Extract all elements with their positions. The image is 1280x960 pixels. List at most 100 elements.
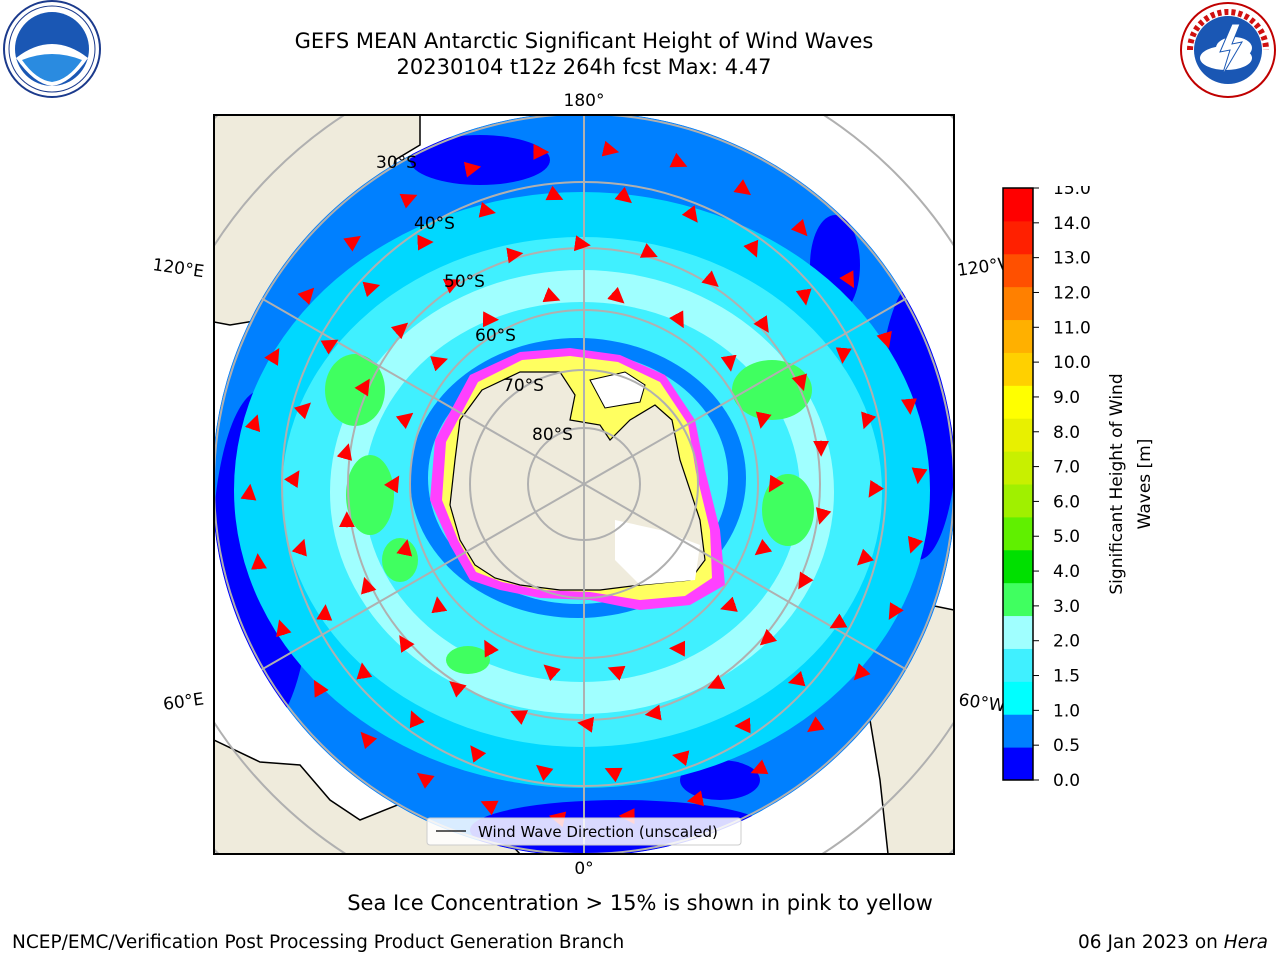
wave-direction-arrow [720,354,737,372]
wave-direction-arrow [829,613,848,629]
wave-direction-arrow [707,674,726,689]
lon-label-0: 0° [574,859,593,879]
wave-direction-arrow [639,243,658,258]
wave-direction-arrow [669,310,684,329]
lat-label-60s: 60°S [475,326,516,346]
wave-direction-arrow [607,286,625,304]
wave-direction-arrow [835,347,852,364]
wave-direction-arrow [251,553,267,570]
colorbar-tick-label: 11.0 [1053,318,1091,338]
wave-direction-arrow [463,161,482,178]
wave-direction-arrow [607,665,626,681]
wave-direction-arrow [733,179,752,196]
wave-direction-arrow [313,679,329,698]
colorbar-swatch [1003,451,1033,485]
wave-direction-arrow [791,373,807,392]
wave-direction-arrow [573,235,591,252]
wave-direction-arrow [316,604,333,621]
colorbar-tick-label: 4.0 [1053,562,1080,582]
colorbar-swatch [1003,319,1033,353]
wave-direction-arrow [857,548,875,566]
wave-direction-arrow [264,348,280,366]
wave-direction-arrow [790,218,808,237]
wave-direction-arrow [669,152,688,168]
wave-direction-arrow [395,412,414,430]
wave-direction-arrow [320,339,339,355]
wave-direction-arrow [888,602,904,620]
wave-direction-arrow [506,247,524,264]
wave-direction-arrow [354,378,370,397]
wave-direction-arrow [798,571,814,590]
colorbar-label-line1: Significant Height of Wind [1107,373,1127,594]
colorbar-swatch [1003,385,1033,419]
wave-direction-arrow [484,639,499,658]
colorbar-tick-label: 14.0 [1053,214,1091,234]
colorbar-swatch [1003,352,1033,386]
wave-direction-arrow [754,538,773,556]
wave-direction-arrow [442,279,461,294]
colorbar-swatch [1003,253,1033,288]
colorbar-tick-label: 6.0 [1053,492,1080,512]
wave-direction-arrow [244,414,261,433]
wave-direction-arrow [753,315,769,333]
wave-direction-arrow [356,662,373,680]
lon-label-60e: 60°E [162,689,205,714]
wave-direction-arrow [807,716,825,733]
colorbar-swatch [1003,549,1033,584]
wave-direction-arrow [409,710,425,729]
wave-direction-arrow [839,270,855,289]
map-subtitle: 20230104 t12z 264h fcst Max: 4.47 [396,55,772,79]
wave-direction-arrow [768,474,784,493]
wave-direction-arrow [336,443,353,461]
wave-direction-arrow [536,764,554,782]
colorbar-tick-label: 1.0 [1053,701,1080,721]
colorbar-swatch [1003,582,1033,617]
lat-label-40s: 40°S [414,214,455,234]
wave-direction-arrow [853,663,871,681]
wave-direction-arrow [384,475,400,494]
wave-direction-arrow [343,235,361,252]
wave-direction-arrow [545,185,564,201]
colorbar-frame [1002,187,1034,781]
wave-direction-arrow [480,800,499,816]
wave-direction-arrow [644,704,662,721]
wind-wave-arrows [240,140,928,828]
colorbar-swatch [1003,516,1033,551]
wave-direction-arrow [815,507,832,525]
wave-direction-arrow [240,483,257,501]
footer-branch: NCEP/EMC/Verification Post Processing Pr… [12,932,625,953]
colorbar-ticks: 0.0 0.5 1.0 1.5 2.0 3.0 4.0 5.0 6.0 7.0 8.0 9.0 10.0… [1033,186,1091,786]
wave-direction-arrow [577,716,595,733]
colorbar-tick-label: 1.5 [1053,667,1080,687]
wave-direction-arrow [297,287,315,305]
wave-direction-arrow [759,628,778,646]
lat-label-30s: 30°S [376,153,417,173]
wave-direction-arrow [416,772,435,789]
lat-label-50s: 50°S [444,272,485,292]
wave-direction-arrow [701,270,719,287]
colorbar-swatch [1003,188,1033,222]
colorbar-tick-label: 7.0 [1053,458,1080,478]
map-legend: Wind Wave Direction (unscaled) [426,817,742,846]
wave-direction-arrow [868,479,884,498]
wave-direction-arrow [601,140,620,157]
colorbar-tick-label: 8.0 [1053,423,1080,443]
colorbar-swatch [1003,747,1033,781]
colorbar: 0.0 0.5 1.0 1.5 2.0 3.0 4.0 5.0 6.0 7.0 8.0 9.0 10.0… [1002,186,1155,786]
wave-direction-arrow [293,402,311,420]
colorbar-swatches [1003,188,1033,781]
wave-direction-arrow [795,288,812,306]
wave-direction-arrow [360,731,378,750]
colorbar-tick-label: 12.0 [1053,283,1091,303]
footer-date: 06 Jan 2023 on Hera [1078,932,1268,953]
wave-direction-arrow [361,576,377,595]
colorbar-swatch [1003,484,1033,518]
colorbar-tick-label: 0.0 [1053,771,1080,786]
wave-direction-arrow [291,538,307,557]
wave-direction-arrow [901,398,917,415]
wave-direction-arrow [478,201,496,218]
lat-label-70s: 70°S [503,376,544,396]
wave-direction-arrow [614,186,632,204]
wave-direction-arrow [430,356,448,372]
